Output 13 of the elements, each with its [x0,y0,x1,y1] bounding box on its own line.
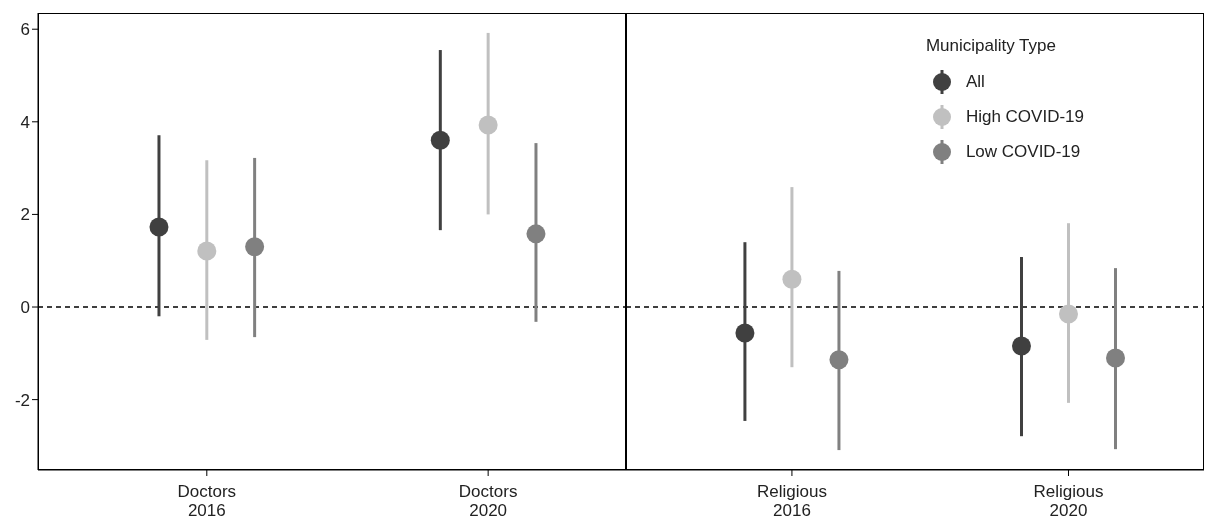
y-tick-label: 0 [20,298,30,318]
x-tick-label: Doctors 2020 [458,482,518,520]
y-tick-label: 4 [20,112,30,132]
y-tick-label: 2 [20,205,30,225]
legend-label: High COVID-19 [965,106,1084,127]
legend-title: Municipality Type [925,36,1057,56]
y-tick-label: 6 [20,20,30,40]
x-tick-label: Doctors 2016 [177,482,237,520]
x-tick-label: Religious 2020 [1033,482,1104,520]
legend-label: Low COVID-19 [965,141,1081,162]
legend-label: All [965,71,985,92]
x-tick-label: Religious 2016 [756,482,827,520]
y-tick-label: -2 [14,390,30,410]
